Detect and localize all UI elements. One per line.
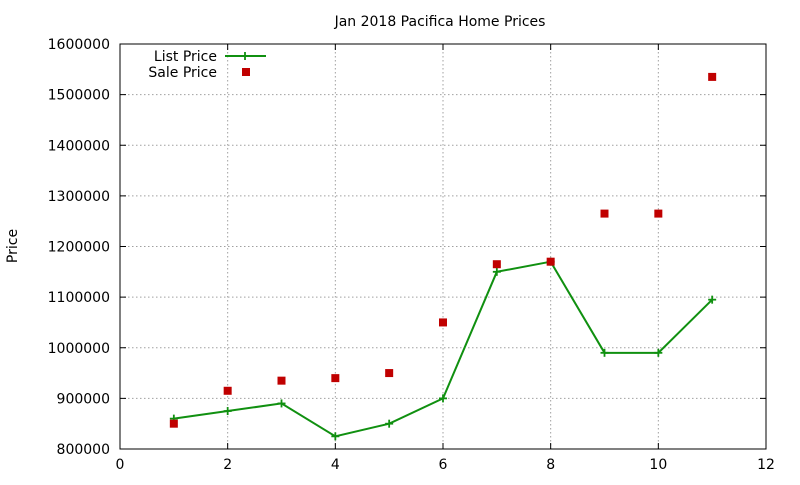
x-tick-label: 0 <box>116 457 125 473</box>
sale-price-point <box>385 369 394 378</box>
x-tick-label: 2 <box>223 457 232 473</box>
sale-price-point <box>654 209 663 218</box>
x-tick-label: 12 <box>757 457 775 473</box>
y-tick-label: 1300000 <box>48 189 110 205</box>
y-tick-label: 1200000 <box>48 240 110 256</box>
sale-price-point <box>492 260 501 269</box>
list-price-point <box>439 394 447 403</box>
y-tick-label: 1600000 <box>48 37 110 53</box>
sale-price-point <box>277 376 286 385</box>
legend-label-sale-price: Sale Price <box>148 65 217 81</box>
list-price-point <box>223 407 232 416</box>
sale-price-point <box>439 318 447 327</box>
list-price-point <box>385 419 394 428</box>
sale-price-point <box>223 386 232 395</box>
legend-marker-sale-price <box>242 68 250 76</box>
x-tick-label: 10 <box>649 457 667 473</box>
list-price-point <box>331 432 340 441</box>
list-price-point <box>654 348 663 357</box>
plot-area <box>169 72 717 441</box>
sale-price-point <box>708 72 717 81</box>
y-tick-label: 1500000 <box>48 88 110 104</box>
x-tick-label: 8 <box>546 457 555 473</box>
x-tick-label: 4 <box>331 457 340 473</box>
y-tick-label: 900000 <box>57 391 110 407</box>
sale-price-point <box>600 209 609 218</box>
x-tick-label: 6 <box>439 457 448 473</box>
list-price-point <box>277 399 286 408</box>
y-tick-label: 1400000 <box>48 138 110 154</box>
list-price-point <box>708 295 717 304</box>
y-axis-label: Price <box>5 229 21 263</box>
sale-price-point <box>169 419 178 428</box>
sale-price-point <box>331 374 340 383</box>
grid <box>120 44 766 449</box>
y-tick-label: 1000000 <box>48 341 110 357</box>
chart-title: Jan 2018 Pacifica Home Prices <box>334 14 546 30</box>
legend-label-list-price: List Price <box>154 49 217 65</box>
sale-price-point <box>546 257 555 266</box>
axes: 0 2 4 6 8 10 12 800000 900000 1000000 1100000 12000… <box>48 37 775 473</box>
y-tick-label: 1100000 <box>48 290 110 306</box>
list-price-point <box>492 267 501 276</box>
list-price-point <box>600 348 609 357</box>
y-tick-label: 800000 <box>57 442 110 458</box>
